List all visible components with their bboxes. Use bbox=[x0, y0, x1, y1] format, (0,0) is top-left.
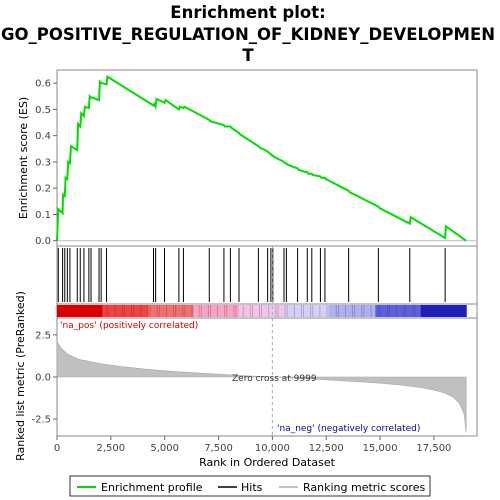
pos-correlated-label: 'na_pos' (positively correlated) bbox=[60, 321, 198, 331]
chart-title-line-1: Enrichment plot: bbox=[170, 3, 325, 22]
hits-layer bbox=[57, 248, 446, 302]
x-tick-label: 7,500 bbox=[204, 443, 233, 454]
es-y-tick-label: 0.5 bbox=[35, 105, 51, 116]
legend-enrichment-label: Enrichment profile bbox=[101, 481, 203, 494]
hits-panel-frame bbox=[56, 245, 478, 305]
metric-y-tick-label: 2.5 bbox=[35, 330, 51, 341]
x-tick-label: 2,500 bbox=[97, 443, 126, 454]
chart-title-line-2: GO_POSITIVE_REGULATION_OF_KIDNEY_DEVELOP… bbox=[1, 25, 495, 44]
es-y-tick-label: 0.6 bbox=[35, 79, 51, 90]
metric-y-tick-label: -2.5 bbox=[31, 415, 51, 426]
heatmap-segment bbox=[284, 305, 331, 317]
es-y-tick-label: 0.1 bbox=[35, 210, 51, 221]
neg-correlated-label: 'na_neg' (negatively correlated) bbox=[277, 424, 420, 434]
zero-cross-label: Zero cross at 9999 bbox=[232, 374, 317, 384]
heatmap-segment bbox=[102, 305, 149, 317]
es-y-tick-label: 0.2 bbox=[35, 184, 51, 195]
ranking-metric-area bbox=[56, 340, 467, 433]
legend-metric-label: Ranking metric scores bbox=[303, 481, 425, 494]
legend-box bbox=[69, 475, 431, 497]
legend-hits-label: Hits bbox=[241, 481, 263, 494]
heatmap-segment bbox=[193, 305, 240, 317]
legend: Enrichment profile Hits Ranking metric s… bbox=[69, 475, 431, 497]
x-tick-label: 17,500 bbox=[416, 443, 451, 454]
x-axis-label: Rank in Ordered Dataset bbox=[199, 456, 336, 469]
es-y-tick-label: 0.3 bbox=[35, 157, 51, 168]
es-layer bbox=[56, 74, 477, 242]
heatmap-segment bbox=[329, 305, 376, 317]
x-tick-label: 12,500 bbox=[309, 443, 344, 454]
axis-layer: 0.0 0.1 0.2 0.3 0.4 0.5 0.6 2.5 0.0 -2.5 0 2,500 5,0… bbox=[31, 79, 451, 454]
heatmap-segment bbox=[238, 305, 285, 317]
x-tick-label: 5,000 bbox=[150, 443, 179, 454]
x-tick-label: 0 bbox=[54, 443, 60, 454]
metric-y-axis-label: Ranked list metric (PreRanked) bbox=[14, 291, 27, 461]
enrichment-profile-line bbox=[56, 74, 467, 242]
heatmap-layer bbox=[56, 305, 467, 317]
x-tick-label: 15,000 bbox=[363, 443, 398, 454]
heatmap-segment bbox=[375, 305, 422, 317]
es-panel-frame bbox=[56, 69, 478, 247]
es-y-tick-label: 0.0 bbox=[35, 236, 51, 247]
chart-title-line-3: T bbox=[242, 46, 254, 65]
heatmap-segment bbox=[57, 305, 103, 317]
metric-y-tick-label: 0.0 bbox=[35, 373, 51, 384]
es-y-tick-label: 0.4 bbox=[35, 131, 51, 142]
heatmap-segment bbox=[420, 305, 467, 317]
es-y-axis-label: Enrichment score (ES) bbox=[17, 97, 30, 219]
heatmap-segment bbox=[147, 305, 194, 317]
metric-layer bbox=[56, 246, 467, 436]
x-tick-label: 10,000 bbox=[255, 443, 290, 454]
